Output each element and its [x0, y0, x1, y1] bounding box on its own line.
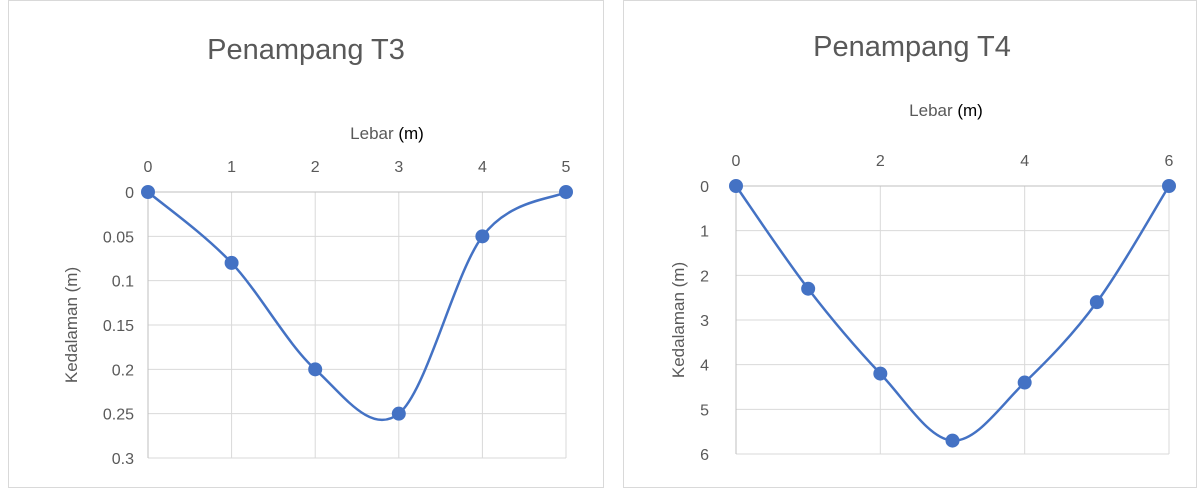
chart-t4-frame: Penampang T4 Lebar (m) Kedalaman (m) 0 2 4 6 0 1… [623, 0, 1197, 488]
data-point [308, 362, 323, 377]
x-tick-label: 4 [478, 159, 487, 176]
y-tick-label: 0.15 [103, 318, 134, 335]
y-tick-label: 0.1 [112, 274, 134, 291]
x-axis-title: Lebar (m) [350, 124, 424, 143]
x-tick-label: 2 [876, 153, 885, 170]
data-point [141, 185, 155, 199]
y-tick-label: 3 [700, 313, 709, 330]
x-tick-label: 0 [732, 153, 741, 170]
y-tick-label: 6 [700, 447, 709, 464]
data-point [391, 406, 406, 421]
y-tick-label: 1 [700, 224, 709, 241]
x-tick-label: 5 [562, 159, 571, 176]
data-point [1017, 375, 1032, 390]
data-point [729, 179, 743, 193]
data-point [801, 281, 816, 296]
y-tick-label: 0 [700, 179, 709, 196]
y-tick-label: 2 [700, 268, 709, 285]
chart-title: Penampang T3 [207, 34, 405, 66]
x-tick-label: 3 [394, 159, 403, 176]
series-line [147, 190, 567, 422]
y-tick-label: 0.05 [103, 229, 134, 246]
y-tick-label: 5 [700, 402, 709, 419]
chart-title: Penampang T4 [813, 31, 1011, 63]
x-tick-label: 4 [1020, 153, 1029, 170]
x-tick-label: 0 [144, 159, 153, 176]
chart-t3-frame: Penampang T3 Lebar (m) Kedalaman (m) 0 1 2 3 4 5… [8, 0, 604, 488]
y-tick-label: 0.3 [112, 451, 134, 468]
x-axis-title: Lebar (m) [909, 101, 983, 120]
y-tick-label: 0 [125, 185, 134, 202]
data-point [873, 366, 888, 381]
series-line [734, 185, 1171, 442]
y-tick-label: 4 [700, 358, 709, 375]
data-point [559, 185, 573, 199]
x-tick-label: 1 [227, 159, 236, 176]
x-tick-label: 6 [1165, 153, 1174, 170]
y-axis-title: Kedalaman (m) [669, 262, 688, 378]
y-axis-title: Kedalaman (m) [62, 267, 81, 383]
data-point [475, 229, 490, 244]
data-point [1089, 295, 1104, 310]
y-tick-label: 0.25 [103, 407, 134, 424]
data-point [224, 255, 239, 270]
y-tick-label: 0.2 [112, 362, 134, 379]
data-point [945, 433, 960, 448]
chart-t4: Penampang T4 Lebar (m) Kedalaman (m) 0 2 4 6 0 1… [669, 31, 1176, 464]
data-point [1162, 179, 1176, 193]
chart-t3: Penampang T3 Lebar (m) Kedalaman (m) 0 1 2 3 4 5… [62, 34, 573, 468]
x-tick-label: 2 [311, 159, 320, 176]
